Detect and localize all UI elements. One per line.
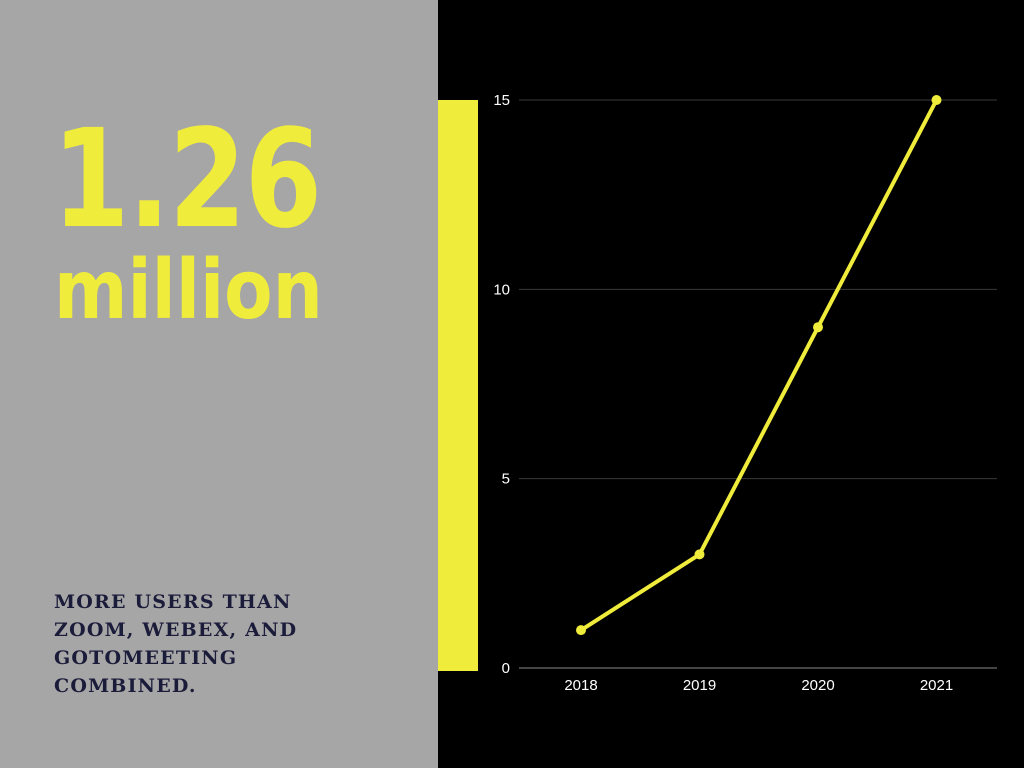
accent-bar	[438, 100, 478, 671]
gridlines	[519, 99, 997, 669]
data-point-2021	[931, 95, 942, 105]
y-tick-label-10: 10	[493, 281, 510, 298]
x-tick-label-2019: 2019	[683, 677, 716, 694]
line-chart: 0 5 10 15 2018 2019 2020 2021	[493, 92, 997, 694]
series-layer	[576, 95, 942, 636]
headline-number: 1.26	[52, 101, 322, 259]
x-tick-label-2020: 2020	[801, 677, 834, 694]
headline-unit: million	[54, 243, 323, 338]
x-tick-label-2018: 2018	[564, 677, 597, 694]
data-point-2018	[576, 625, 586, 636]
x-tick-labels: 2018 2019 2020 2021	[564, 677, 953, 694]
y-tick-label-15: 15	[493, 92, 510, 109]
y-tick-label-5: 5	[502, 471, 510, 488]
left-panel: 1.26 million MORE USERS THAN ZOOM, WEBEX…	[0, 0, 438, 768]
data-point-2019	[694, 549, 705, 560]
series-line-0	[579, 98, 939, 633]
caption-text: MORE USERS THAN ZOOM, WEBEX, AND GOTOMEE…	[54, 591, 298, 697]
y-tick-label-0: 0	[502, 660, 510, 677]
data-point-2020	[813, 322, 823, 333]
x-tick-label-2021: 2021	[920, 677, 953, 694]
y-tick-labels: 0 5 10 15	[493, 92, 510, 677]
